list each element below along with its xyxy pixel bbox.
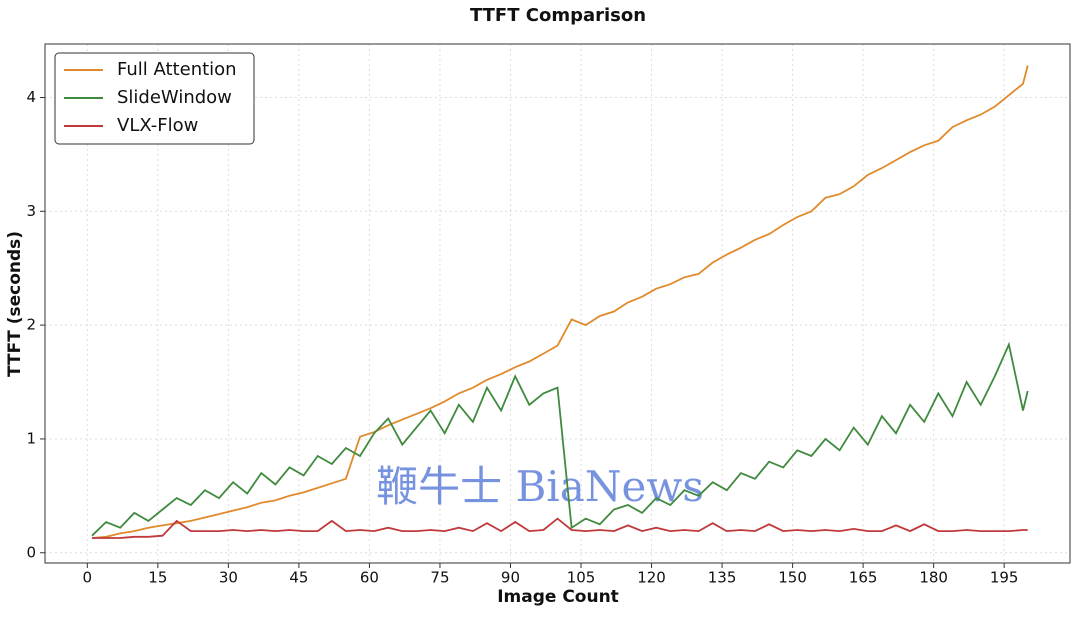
y-tick-label: 1	[26, 429, 36, 447]
x-tick-label: 195	[990, 569, 1019, 587]
y-tick-label: 4	[26, 88, 36, 106]
y-tick-label: 2	[26, 316, 36, 334]
watermark: 鞭牛士 BiaNews	[376, 462, 704, 511]
x-tick-label: 165	[849, 569, 878, 587]
legend-box	[54, 52, 255, 145]
chart-title: TTFT Comparison	[470, 5, 646, 26]
x-tick-label: 90	[501, 569, 520, 587]
legend-label: VLX-Flow	[117, 115, 198, 136]
x-tick-label: 45	[289, 569, 308, 587]
series-line	[91, 341, 1029, 537]
legend-label: SlideWindow	[117, 87, 232, 108]
x-tick-label: 150	[778, 569, 807, 587]
y-axis-label: TTFT (seconds)	[5, 231, 25, 377]
x-tick-label: 0	[83, 569, 93, 587]
legend-label: Full Attention	[117, 59, 237, 80]
series-line	[91, 65, 1029, 539]
series-line	[92, 517, 1028, 539]
x-tick-label: 180	[919, 569, 948, 587]
x-tick-label: 15	[148, 569, 167, 587]
x-tick-label: 60	[360, 569, 379, 587]
x-tick-label: 75	[430, 569, 449, 587]
x-tick-label: 135	[708, 569, 737, 587]
plot-frame	[44, 43, 1071, 564]
y-tick-label: 3	[26, 202, 36, 220]
x-axis-label: Image Count	[497, 587, 619, 607]
y-tick-label: 0	[26, 543, 36, 561]
x-tick-label: 105	[567, 569, 596, 587]
x-tick-label: 30	[219, 569, 238, 587]
x-tick-label: 120	[637, 569, 666, 587]
